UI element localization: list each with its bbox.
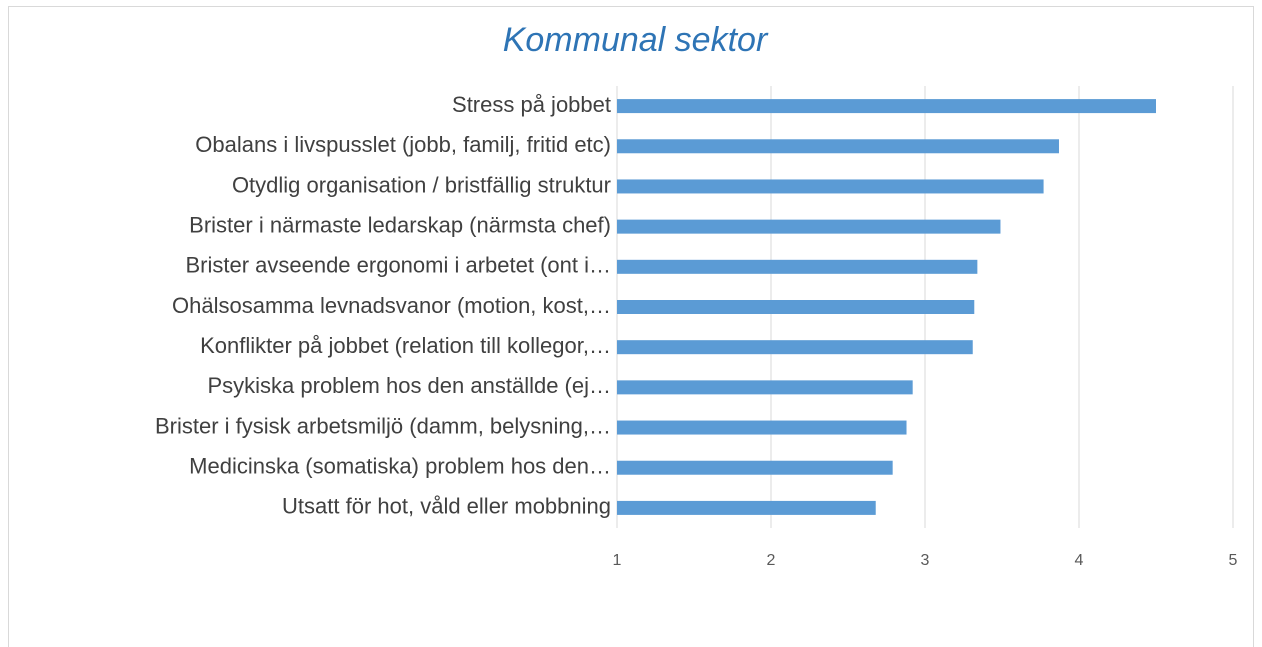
- x-tick-label: 1: [613, 552, 622, 569]
- chart-border: [8, 6, 1254, 647]
- y-tick-label: Obalans i livspusslet (jobb, familj, fri…: [195, 132, 611, 157]
- y-tick-label: Ohälsosamma levnadsvanor (motion, kost,…: [172, 293, 611, 318]
- bar: [617, 259, 978, 274]
- y-tick-label: Psykiska problem hos den anställde (ej…: [207, 373, 611, 398]
- bar: [617, 219, 1001, 234]
- y-tick-label: Otydlig organisation / bristfällig struk…: [232, 172, 611, 197]
- chart-title: Kommunal sektor: [503, 21, 769, 59]
- y-tick-label: Brister avseende ergonomi i arbetet (ont…: [185, 253, 611, 278]
- y-tick-label: Konflikter på jobbet (relation till koll…: [200, 333, 611, 358]
- y-tick-label: Brister i fysisk arbetsmiljö (damm, bely…: [155, 413, 611, 438]
- bar: [617, 420, 907, 435]
- bar: [617, 460, 893, 475]
- y-tick-label: Utsatt för hot, våld eller mobbning: [282, 494, 611, 519]
- bar: [617, 380, 913, 395]
- bar: [617, 179, 1044, 194]
- x-tick-label: 4: [1075, 552, 1084, 569]
- x-tick-label: 2: [767, 552, 776, 569]
- bar: [617, 500, 876, 515]
- bar: [617, 340, 973, 355]
- x-tick-label: 3: [921, 552, 930, 569]
- bar: [617, 139, 1059, 154]
- bar: [617, 99, 1156, 114]
- y-tick-label: Medicinska (somatiska) problem hos den…: [189, 454, 611, 479]
- bar: [617, 300, 975, 314]
- x-tick-label: 5: [1229, 552, 1238, 569]
- y-tick-label: Brister i närmaste ledarskap (närmsta ch…: [189, 212, 611, 237]
- y-tick-label: Stress på jobbet: [452, 92, 611, 117]
